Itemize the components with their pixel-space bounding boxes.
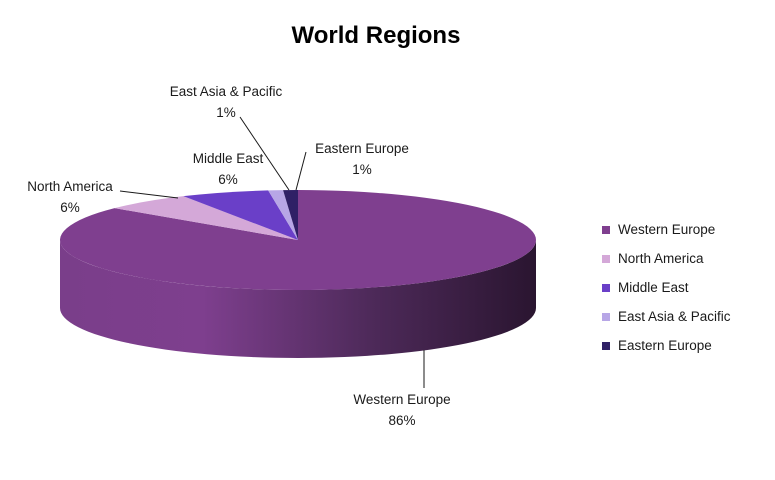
- legend-label: Western Europe: [618, 222, 716, 237]
- data-label-value: 6%: [218, 172, 238, 187]
- data-label-category: East Asia & Pacific: [170, 84, 283, 99]
- pie-slice: [114, 196, 298, 240]
- data-label-category: Eastern Europe: [315, 141, 409, 156]
- leader-line: [239, 116, 290, 191]
- legend-item: Middle East: [602, 273, 731, 302]
- legend-item: Eastern Europe: [602, 331, 731, 360]
- pie-slice: [268, 190, 298, 240]
- pie-slice: [183, 190, 298, 240]
- data-label-value: 6%: [60, 200, 80, 215]
- data-label-category: Western Europe: [353, 392, 450, 407]
- legend-label: East Asia & Pacific: [618, 309, 731, 324]
- legend-swatch: [602, 283, 610, 292]
- data-label-category: Middle East: [193, 151, 264, 166]
- leader-line: [295, 151, 307, 191]
- legend-item: North America: [602, 244, 731, 273]
- legend-swatch: [602, 312, 610, 321]
- legend-swatch: [602, 254, 610, 263]
- pie-slice-side: [60, 240, 536, 358]
- legend-swatch: [602, 341, 610, 350]
- legend-label: North America: [618, 251, 704, 266]
- data-label-value: 1%: [216, 105, 236, 120]
- legend: Western Europe North America Middle East…: [602, 215, 731, 360]
- legend-label: Middle East: [618, 280, 689, 295]
- data-label-category: North America: [27, 179, 113, 194]
- data-label-value: 86%: [388, 413, 415, 428]
- leader-line: [119, 190, 179, 199]
- legend-swatch: [602, 225, 610, 234]
- legend-label: Eastern Europe: [618, 338, 712, 353]
- data-label-value: 1%: [352, 162, 372, 177]
- chart-title: World Regions: [291, 22, 461, 49]
- pie-slice: [283, 190, 298, 240]
- legend-item: East Asia & Pacific: [602, 302, 731, 331]
- legend-item: Western Europe: [602, 215, 731, 244]
- pie-slice: [59, 190, 536, 290]
